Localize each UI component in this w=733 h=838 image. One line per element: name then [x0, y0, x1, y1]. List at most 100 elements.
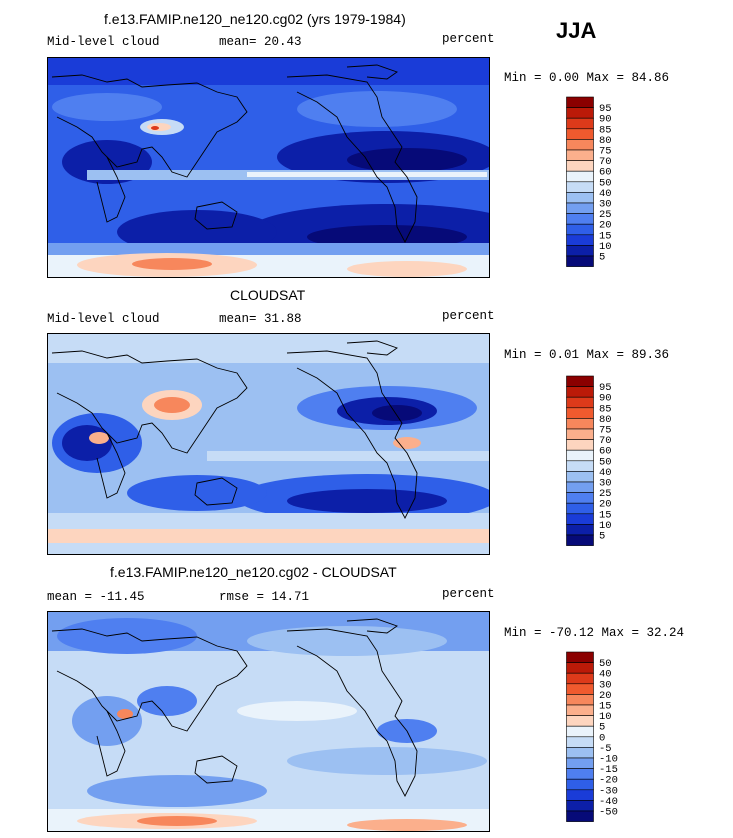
panel3-stat-label: rmse = 14.71 — [219, 590, 310, 604]
colorbar-swatch — [566, 524, 594, 536]
colorbar-tick-label: 40 — [599, 188, 612, 200]
panel1-units: percent — [442, 32, 495, 46]
colorbar-swatch — [566, 810, 594, 822]
colorbar-swatch — [566, 117, 594, 130]
colorbar-tick-label: 10 — [599, 241, 612, 253]
panel3-left-label: mean = -11.45 — [47, 590, 145, 604]
colorbar-tick-label: 90 — [599, 114, 612, 126]
colorbar-tick-label: -10 — [599, 754, 618, 766]
colorbar-tick-label: 25 — [599, 488, 612, 500]
colorbar-tick-label: -5 — [599, 743, 612, 755]
colorbar-swatch — [566, 223, 594, 236]
panel3-title: f.e13.FAMIP.ne120_ne120.cg02 - CLOUDSAT — [110, 564, 397, 580]
colorbar-tick-label: 15 — [599, 701, 612, 713]
colorbar-swatch — [566, 683, 594, 695]
panel2-left-label: Mid-level cloud — [47, 312, 160, 326]
colorbar-swatch — [566, 757, 594, 769]
colorbar-tick-label: -15 — [599, 764, 618, 776]
colorbar-tick-label: 50 — [599, 456, 612, 468]
colorbar-swatch — [566, 386, 594, 398]
colorbar-swatch — [566, 375, 594, 387]
colorbar-swatch — [566, 449, 594, 462]
colorbar-tick-label: -50 — [599, 807, 618, 819]
colorbar-swatch — [566, 736, 594, 748]
colorbar-tick-label: 70 — [599, 435, 612, 447]
panel1-left-label: Mid-level cloud — [47, 35, 160, 49]
colorbar-tick-label: 50 — [599, 177, 612, 189]
colorbar-swatch — [566, 725, 594, 738]
colorbar-tick-label: 5 — [599, 252, 605, 264]
panel1-minmax: Min = 0.00 Max = 84.86 — [504, 71, 670, 85]
colorbar-swatch — [566, 800, 594, 812]
colorbar-swatch — [566, 396, 594, 409]
colorbar-tick-label: 20 — [599, 499, 612, 511]
colorbar-tick-label: 20 — [599, 220, 612, 232]
colorbar-swatch — [566, 245, 594, 257]
colorbar-tick-label: 15 — [599, 509, 612, 521]
colorbar-swatch — [566, 160, 594, 172]
colorbar-swatch — [566, 747, 594, 759]
colorbar-swatch — [566, 502, 594, 515]
panel3-units: percent — [442, 587, 495, 601]
colorbar-tick-label: -20 — [599, 775, 618, 787]
season-label: JJA — [556, 18, 597, 43]
panel2-title: CLOUDSAT — [230, 287, 306, 303]
colorbar-swatch — [566, 460, 594, 472]
colorbar-swatch — [566, 149, 594, 161]
colorbar-swatch — [566, 492, 594, 504]
colorbar-swatch — [566, 704, 594, 716]
colorbar-tick-label: 10 — [599, 520, 612, 532]
colorbar-tick-label: 80 — [599, 135, 612, 147]
colorbar-tick-label: 5 — [599, 722, 605, 734]
colorbar-tick-label: 85 — [599, 403, 612, 415]
colorbar-swatch — [566, 651, 594, 663]
colorbar-swatch — [566, 255, 594, 267]
colorbar-tick-label: 75 — [599, 146, 612, 158]
panel1-title: f.e13.FAMIP.ne120_ne120.cg02 (yrs 1979-1… — [104, 11, 406, 27]
colorbar-tick-label: 30 — [599, 199, 612, 211]
panel2-minmax: Min = 0.01 Max = 89.36 — [504, 348, 670, 362]
colorbar-tick-label: 50 — [599, 658, 612, 670]
colorbar-swatch — [566, 481, 594, 493]
colorbar-swatch — [566, 407, 594, 419]
colorbar-swatch — [566, 139, 594, 151]
colorbar-tick-label: 0 — [599, 732, 605, 744]
colorbar-swatch — [566, 96, 594, 108]
colorbar-swatch — [566, 715, 594, 727]
colorbar-swatch — [566, 181, 594, 193]
panel2-map — [47, 333, 490, 555]
colorbar-tick-label: 40 — [599, 669, 612, 681]
colorbar-swatch — [566, 192, 594, 204]
colorbar-tick-label: 60 — [599, 167, 612, 179]
colorbar-swatch — [566, 107, 594, 119]
colorbar-tick-label: 95 — [599, 382, 612, 394]
colorbar-swatch — [566, 513, 594, 525]
colorbar-swatch — [566, 789, 594, 801]
colorbar-swatch — [566, 768, 594, 780]
colorbar-swatch — [566, 234, 594, 246]
colorbar-swatch — [566, 213, 594, 225]
colorbar-tick-label: 10 — [599, 711, 612, 723]
colorbar-swatch — [566, 418, 594, 430]
panel3-map — [47, 611, 490, 832]
colorbar-swatch — [566, 662, 594, 674]
colorbar-tick-label: -30 — [599, 785, 618, 797]
colorbar-swatch — [566, 471, 594, 483]
colorbar-tick-label: -40 — [599, 796, 618, 808]
colorbar-swatch — [566, 428, 594, 440]
colorbar-tick-label: 95 — [599, 103, 612, 115]
panel3-minmax: Min = -70.12 Max = 32.24 — [504, 626, 685, 640]
colorbar-tick-label: 90 — [599, 393, 612, 405]
colorbar-tick-label: 70 — [599, 156, 612, 168]
colorbar-tick-label: 25 — [599, 209, 612, 221]
colorbar-tick-label: 80 — [599, 414, 612, 426]
colorbar-swatch — [566, 778, 594, 791]
colorbar-swatch — [566, 128, 594, 140]
colorbar-swatch — [566, 439, 594, 451]
colorbar-tick-label: 40 — [599, 467, 612, 479]
colorbar-tick-label: 5 — [599, 531, 605, 543]
colorbar-tick-label: 30 — [599, 478, 612, 490]
